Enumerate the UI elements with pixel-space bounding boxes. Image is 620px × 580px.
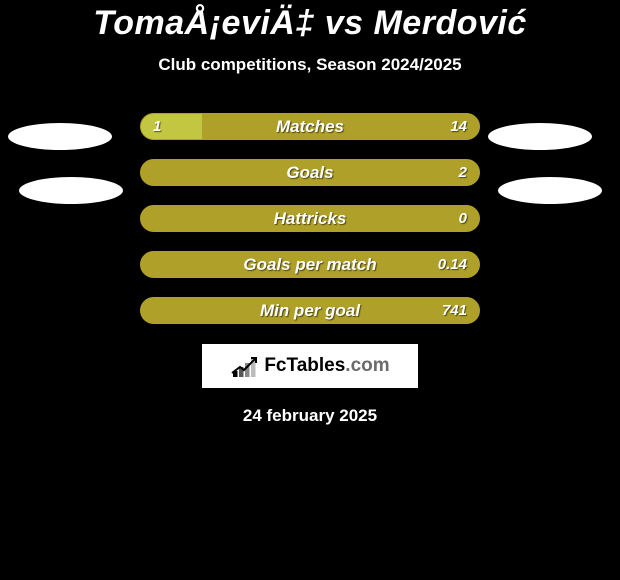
- logo-name: FcTables: [264, 355, 345, 376]
- stat-label: Min per goal: [141, 301, 479, 321]
- stat-value-left: 1: [153, 118, 161, 135]
- stat-label: Matches: [141, 117, 479, 137]
- stat-label: Goals per match: [141, 255, 479, 275]
- stat-row: Goals2: [140, 159, 480, 186]
- avatar-placeholder-right-1: [488, 123, 592, 150]
- stat-value-right: 0.14: [438, 256, 467, 273]
- subtitle: Club competitions, Season 2024/2025: [0, 55, 620, 75]
- stat-value-right: 0: [459, 210, 467, 227]
- page-title: TomaÅ¡eviÄ‡ vs Merdović: [0, 4, 620, 43]
- stat-label: Goals: [141, 163, 479, 183]
- stat-label: Hattricks: [141, 209, 479, 229]
- logo-suffix: .com: [345, 355, 389, 376]
- stat-value-right: 14: [450, 118, 467, 135]
- avatar-placeholder-right-2: [498, 177, 602, 204]
- date-text: 24 february 2025: [0, 406, 620, 426]
- stat-row: Goals per match0.14: [140, 251, 480, 278]
- avatar-placeholder-left-2: [19, 177, 123, 204]
- stat-row: Min per goal741: [140, 297, 480, 324]
- stat-row: Hattricks0: [140, 205, 480, 232]
- bars-icon: [230, 355, 258, 377]
- stat-row: Matches1 14: [140, 113, 480, 140]
- stat-value-right: 2: [459, 164, 467, 181]
- stat-value-right: 741: [442, 302, 467, 319]
- logo-text: FcTables.com: [264, 355, 389, 377]
- avatar-placeholder-left-1: [8, 123, 112, 150]
- comparison-card: TomaÅ¡eviÄ‡ vs Merdović Club competition…: [0, 0, 620, 580]
- source-logo: FcTables.com: [202, 344, 418, 388]
